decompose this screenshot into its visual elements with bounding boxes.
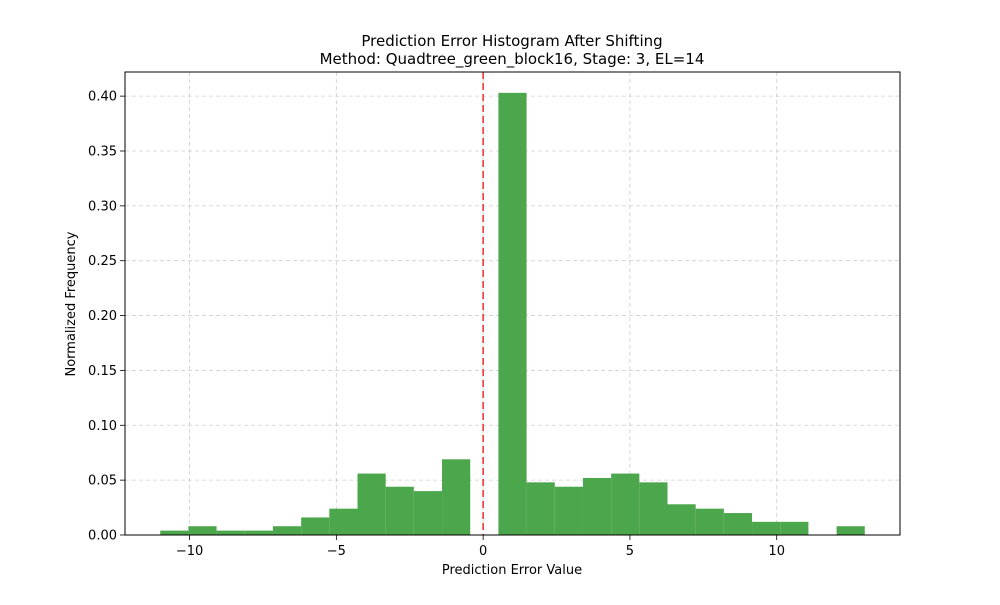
y-tick-label: 0.25 [88,254,117,269]
histogram-bar [216,530,245,535]
x-tick-label: 0 [479,544,487,559]
histogram-bar [244,530,273,535]
x-tick-label: −10 [176,544,203,559]
y-tick-label: 0.15 [88,364,117,379]
y-tick-label: 0.35 [88,144,117,159]
x-axis-label: Prediction Error Value [442,563,582,578]
histogram-bar [780,521,809,535]
histogram-bar [667,504,696,535]
histogram-bar [413,491,443,535]
histogram-bar [554,486,583,535]
histogram-bar [582,477,612,535]
x-tick-label: −5 [327,544,346,559]
histogram-bar [526,482,555,535]
y-axis-label: Normalized Frequency [64,231,79,376]
plot-frame [124,71,901,536]
y-tick-label: 0.10 [88,419,117,434]
x-axis-ticks: −10 −5 0 5 10 [176,535,785,559]
histogram-bar [836,526,865,535]
x-tick-label: 10 [768,544,785,559]
histogram-bar [498,92,527,535]
histogram-bar [188,526,217,535]
histogram-bar [301,517,330,535]
y-tick-label: 0.00 [88,529,117,544]
y-axis-ticks: 0.00 0.05 0.10 0.15 0.20 0.25 0.30 0.35 0.40 [88,90,125,544]
y-tick-label: 0.30 [88,199,117,214]
histogram-bar [752,521,781,535]
histogram-bar [442,459,471,535]
histogram-bar [385,486,414,535]
histogram-bar [695,508,724,535]
histogram-bar [272,526,302,535]
histogram-bar [160,530,189,535]
y-tick-label: 0.20 [88,309,117,324]
histogram-bar [357,473,386,535]
bars [160,92,865,535]
histogram-bar [329,508,358,535]
chart-title: Prediction Error Histogram After Shiftin… [361,32,662,50]
chart-subtitle: Method: Quadtree_green_block16, Stage: 3… [320,50,705,69]
y-tick-label: 0.05 [88,474,117,489]
x-tick-label: 5 [626,544,634,559]
histogram-bar [723,513,753,535]
y-tick-label: 0.40 [88,90,117,105]
histogram-bar [639,482,668,535]
histogram-bar [611,473,640,535]
